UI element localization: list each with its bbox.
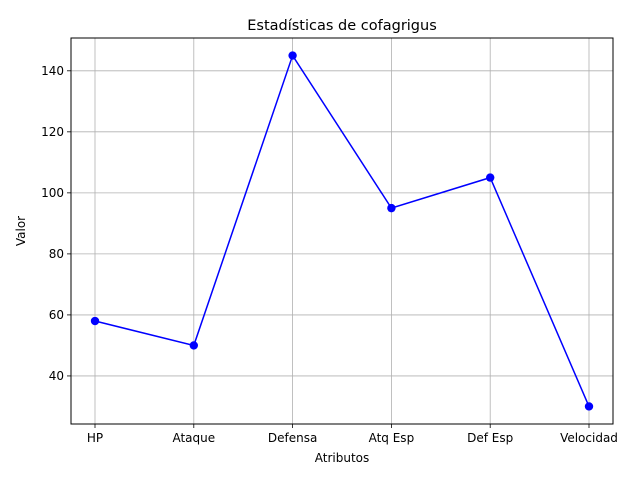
series-layer [90, 51, 594, 411]
data-point [387, 203, 396, 213]
y-tick-label: 140 [41, 64, 64, 78]
x-tick-label: Def Esp [467, 431, 513, 445]
x-tick-label: Velocidad [560, 431, 618, 445]
x-tick-label: Defensa [268, 431, 317, 445]
y-axis-label: Valor [14, 216, 28, 246]
data-point [189, 341, 198, 350]
y-tick-label: 60 [49, 308, 64, 322]
ticks: HP Ataque Defensa Atq Esp Def Esp Velocidad 40… [41, 64, 618, 445]
y-tick-label: 40 [49, 369, 64, 383]
x-tick-label: HP [87, 431, 103, 445]
y-tick-label: 100 [41, 186, 64, 200]
series-line [94, 53, 590, 407]
y-tick-label: 80 [49, 247, 64, 261]
grid [71, 38, 613, 424]
x-tick-label: Ataque [172, 431, 215, 445]
data-point [288, 51, 297, 60]
y-tick-label: 120 [41, 125, 64, 139]
data-point [90, 316, 100, 326]
data-point [486, 173, 495, 182]
x-tick-label: Atq Esp [369, 431, 415, 445]
plot-frame [70, 37, 614, 425]
data-point [584, 402, 594, 411]
chart-title: Estadísticas de cofagrigus [247, 18, 437, 34]
x-axis-label: Atributos [315, 451, 370, 465]
